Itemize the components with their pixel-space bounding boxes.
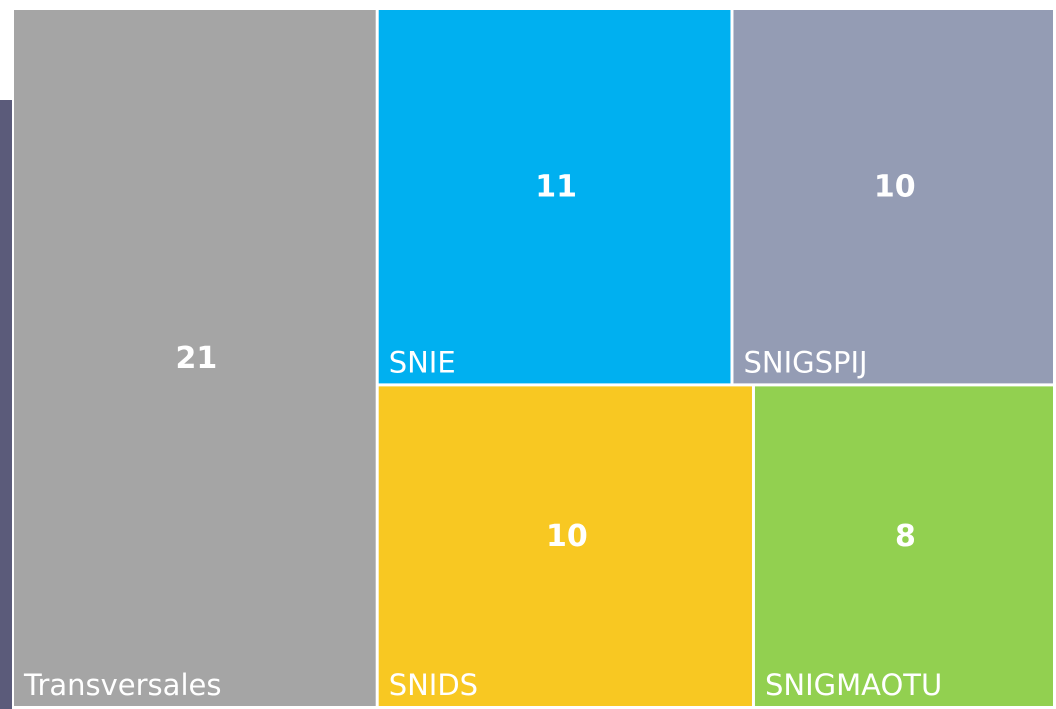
value-label: 8 [895, 519, 916, 554]
side-strip [0, 100, 12, 709]
category-label: SNIGMAOTU [765, 668, 942, 702]
treemap-tile [378, 386, 752, 706]
treemap-tile [14, 10, 376, 706]
value-label: 11 [535, 170, 577, 205]
category-label: Transversales [23, 668, 221, 702]
treemap-tile [754, 386, 1053, 706]
value-label: 10 [874, 170, 916, 205]
category-label: SNIDS [389, 668, 478, 702]
value-label: 10 [546, 519, 588, 554]
treemap-tile [733, 10, 1053, 384]
value-label: 21 [175, 341, 217, 376]
treemap-tile [378, 10, 731, 384]
category-label: SNIGSPIJ [743, 345, 867, 379]
category-label: SNIE [389, 345, 456, 379]
